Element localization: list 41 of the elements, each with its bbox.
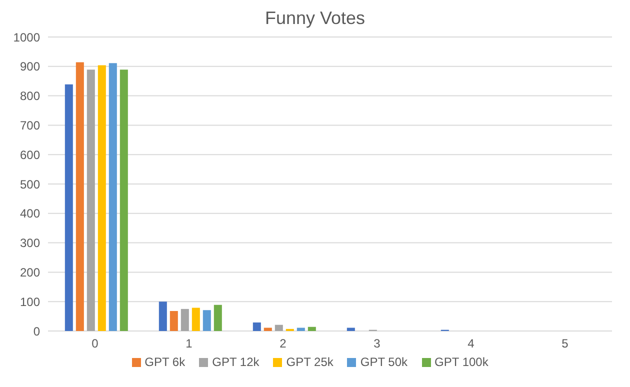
bar	[192, 308, 200, 331]
chart-title: Funny Votes	[264, 8, 366, 29]
x-tick-label: 2	[280, 336, 287, 351]
bar	[64, 84, 73, 331]
x-tick-label: 4	[468, 336, 475, 351]
bar	[296, 328, 305, 331]
bar	[120, 70, 128, 331]
x-tick-label: 3	[374, 336, 381, 351]
bar	[274, 324, 283, 331]
y-tick-label: 1000	[13, 30, 40, 44]
bar	[202, 310, 211, 331]
bar	[76, 62, 84, 331]
x-tick-label: 5	[562, 336, 569, 351]
bar	[180, 308, 189, 331]
bar	[264, 328, 272, 331]
legend-label: GPT 6k	[144, 355, 186, 369]
bar	[308, 326, 316, 331]
x-tick-label: 0	[92, 336, 99, 351]
y-tick-label: 600	[20, 148, 40, 162]
bar	[108, 63, 117, 331]
y-tick-label: 300	[20, 236, 40, 250]
x-tick-label: 1	[186, 336, 193, 351]
bar	[214, 304, 222, 331]
y-tick-label: 700	[20, 118, 40, 132]
y-tick-label: 100	[20, 294, 40, 309]
y-tick-label: 900	[20, 60, 40, 74]
legend-label: GPT 12k	[212, 355, 260, 369]
bar	[158, 302, 167, 331]
y-tick-label: 500	[20, 177, 40, 192]
y-tick-label: 200	[20, 265, 40, 280]
y-tick-label: 400	[20, 206, 40, 221]
legend-label: GPT 25k	[286, 355, 334, 369]
y-tick-label: 0	[33, 324, 40, 338]
bar	[346, 328, 355, 331]
legend-label: GPT 100k	[434, 355, 488, 369]
bar	[86, 70, 95, 331]
legend-label: GPT 50k	[360, 355, 408, 369]
bar	[170, 311, 178, 331]
y-tick-label: 800	[20, 89, 40, 104]
bar	[98, 65, 106, 331]
bar	[252, 322, 261, 331]
